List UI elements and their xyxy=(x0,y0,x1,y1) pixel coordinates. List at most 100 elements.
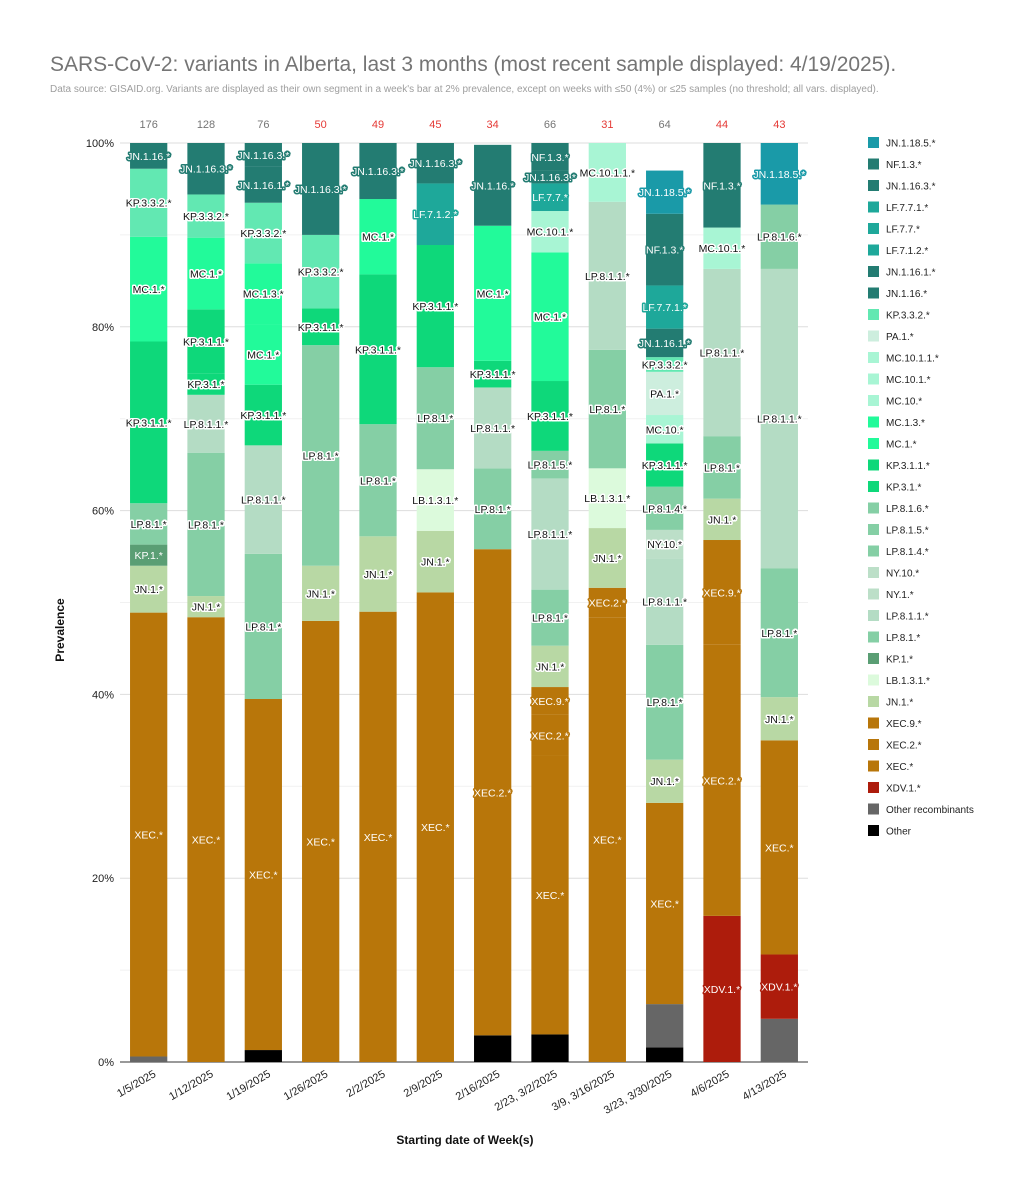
segment-xec-2 xyxy=(474,549,512,1036)
legend-item-jn-1-16-3: JN.1.16.3.* xyxy=(868,180,936,193)
segment-jn-1 xyxy=(760,697,798,741)
segment-label: XEC.9.* xyxy=(703,587,740,599)
segment-ny-10 xyxy=(646,529,684,559)
segment-label: LP.8.1.1.* xyxy=(528,529,573,541)
segment-lp-8-1 xyxy=(359,424,397,537)
segment-kp-3-1-1 xyxy=(130,341,168,504)
bar-1-12-2025: XEC.* JN.1.* LP.8.1.* LP.8.1.1.* KP.3.1.* KP.… xyxy=(179,143,233,1062)
legend-swatch xyxy=(868,438,879,449)
segment-nf-1-3 xyxy=(703,143,741,228)
segment-xec-2 xyxy=(703,644,741,916)
segment-jn-1 xyxy=(703,498,741,541)
segment-label: LP.8.1.* xyxy=(131,519,167,531)
segment-lp-8-1 xyxy=(416,367,454,470)
segment-xec xyxy=(244,698,282,1051)
legend-item-mc-10-1: MC.10.1.* xyxy=(868,373,931,386)
segment-label: KP.3.1.1.* xyxy=(527,411,573,423)
legend-item-jn-1-18-5: JN.1.18.5.* xyxy=(868,137,936,150)
legend-item-lf-7-1-2: LF.7.1.2.* xyxy=(868,244,928,257)
segment-other xyxy=(531,1034,569,1062)
segment-label: KP.1.* xyxy=(134,550,162,562)
legend-swatch xyxy=(868,588,879,600)
legend-item-other: Other xyxy=(868,825,912,838)
segment-other xyxy=(244,1050,282,1062)
legend-item-kp-3-3-2: KP.3.3.2.* xyxy=(868,309,930,322)
segment-label: LP.8.1.* xyxy=(245,621,281,633)
segment-label: MC.1.* xyxy=(190,268,222,280)
segment-label: JN.1.16.3.* xyxy=(180,164,232,176)
segment-label: KP.3.1.1.* xyxy=(126,417,172,429)
bar-3-9-3-16-2025: XEC.* XEC.2.* JN.1.* LB.1.3.1.* LP.8.1.* LP.8… xyxy=(578,143,637,1062)
segment-label: XEC.* xyxy=(306,836,335,848)
segment-lf-7-7-1 xyxy=(646,285,684,329)
sample-count: 128 xyxy=(197,119,215,131)
y-tick-label: 20% xyxy=(92,873,114,885)
y-tick-label: 100% xyxy=(86,138,114,150)
x-tick-label: 1/5/2025 xyxy=(115,1068,158,1100)
legend-swatch xyxy=(868,825,879,836)
x-tick-label: 2/2/2025 xyxy=(344,1068,387,1100)
x-tick-label: 4/13/2025 xyxy=(740,1068,788,1103)
legend-swatch xyxy=(868,545,879,557)
segment-label: XEC.* xyxy=(134,830,163,842)
segment-jn-1-18-5 xyxy=(760,143,798,205)
segment-label: LP.8.1.1.* xyxy=(585,271,630,283)
segment-label: JN.1.16.3.* xyxy=(409,158,461,170)
segment-label: LF.7.7.* xyxy=(532,192,568,204)
segment-label: JN.1.16.3.* xyxy=(524,172,576,184)
segment-pa-1 xyxy=(646,371,684,416)
legend-swatch xyxy=(868,502,879,514)
gridlines xyxy=(120,142,808,1063)
segment-label: KP.3.1.1.* xyxy=(355,344,401,356)
bar-1-5-2025: XEC.* JN.1.* KP.1.* LP.8.1.* KP.3.1.1.* MC.1.… xyxy=(124,143,173,1062)
segment-label: MC.10.1.1.* xyxy=(580,167,635,179)
segment-label: LP.8.1.* xyxy=(589,404,625,416)
segment-kp-3-1-1 xyxy=(302,308,340,346)
legend-item-mc-10: MC.10.* xyxy=(868,395,922,408)
segment-label: XDV.1.* xyxy=(704,984,740,996)
segment-label: XEC.2.* xyxy=(531,730,568,742)
segment-label: MC.1.* xyxy=(534,312,566,324)
segment-kp-3-1-1 xyxy=(646,443,684,487)
legend-swatch xyxy=(868,223,879,234)
segment-label: LP.8.1.* xyxy=(647,697,683,709)
legend-swatch xyxy=(868,309,879,320)
segment-kp-3-1-1 xyxy=(416,245,454,368)
segment-lp-8-1-5 xyxy=(531,450,569,479)
sample-count: 76 xyxy=(257,119,269,131)
segment-label: LP.8.1.5.* xyxy=(528,460,573,472)
segment-label: KP.3.1.1.* xyxy=(183,337,229,349)
segment-label: LP.8.1.1.* xyxy=(700,348,745,360)
bar-1-19-2025: XEC.* LP.8.1.* LP.8.1.1.* KP.3.1.1.* MC.1.* M… xyxy=(236,143,291,1062)
legend-item-lp-8-1-1: LP.8.1.1.* xyxy=(868,610,929,623)
legend-swatch xyxy=(868,330,879,342)
legend-label: LP.8.1.1.* xyxy=(886,612,929,623)
segment-label: JN.1.16.1.* xyxy=(639,338,691,350)
legend-label: MC.1.* xyxy=(886,440,917,451)
segment-label: LP.8.1.* xyxy=(532,613,568,625)
segment-label: LP.8.1.6.* xyxy=(757,232,802,244)
segment-lp-8-1 xyxy=(474,468,512,550)
segment-xec xyxy=(130,612,168,1057)
segment-mc-10-1-1 xyxy=(588,143,626,202)
segment-jn-1 xyxy=(588,528,626,588)
sample-count: 34 xyxy=(487,119,499,131)
legend-item-lf-7-7: LF.7.7.* xyxy=(868,223,920,236)
chart-subtitle: Data source: GISAID.org. Variants are di… xyxy=(50,84,879,95)
segment-label: KP.3.1.1.* xyxy=(298,322,344,334)
segment-jn-1-16-3 xyxy=(416,143,454,184)
legend-label: NY.1.* xyxy=(886,590,914,601)
legend-swatch xyxy=(868,244,879,256)
segment-kp-1 xyxy=(130,544,168,566)
x-tick-label: 1/12/2025 xyxy=(167,1068,215,1103)
sample-count: 43 xyxy=(773,119,785,131)
segment-label: NF.1.3.* xyxy=(703,180,740,192)
segment-mc-10 xyxy=(646,415,684,444)
y-tick-label: 40% xyxy=(92,689,114,701)
bar-2-16-2025: XEC.2.* LP.8.1.* LP.8.1.1.* KP.3.1.1.* MC.1.… xyxy=(468,144,517,1062)
legend-swatch xyxy=(868,287,879,299)
x-tick-label: 1/19/2025 xyxy=(224,1068,272,1103)
sample-count: 176 xyxy=(139,119,157,131)
legend-item-xec-9: XEC.9.* xyxy=(868,717,922,730)
